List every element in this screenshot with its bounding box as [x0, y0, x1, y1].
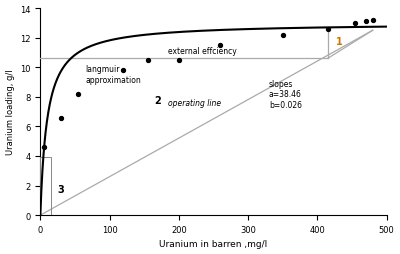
Text: operating line: operating line: [168, 99, 222, 108]
Point: [75, 92, 82, 97]
Y-axis label: Uranium loading, g/l: Uranium loading, g/l: [6, 70, 14, 155]
Text: langmuir
approximation: langmuir approximation: [85, 65, 141, 84]
Point: [144, 59, 151, 63]
Bar: [40, 158, 51, 215]
Point: [217, 44, 224, 48]
Text: slopes
a=38.46
b=0.026: slopes a=38.46 b=0.026: [269, 80, 302, 109]
Point: [40, 146, 47, 150]
Point: [370, 19, 376, 23]
Point: [324, 28, 331, 32]
Point: [280, 34, 286, 38]
Text: external effciency: external effciency: [168, 46, 237, 55]
X-axis label: Uranium in barren ,mg/l: Uranium in barren ,mg/l: [159, 240, 268, 248]
Text: 3: 3: [58, 184, 64, 194]
Text: 1: 1: [336, 37, 343, 46]
Point: [362, 20, 369, 24]
Point: [352, 22, 359, 26]
Text: 2: 2: [155, 96, 162, 105]
Point: [176, 59, 182, 63]
Point: [58, 116, 64, 120]
Point: [120, 69, 127, 73]
